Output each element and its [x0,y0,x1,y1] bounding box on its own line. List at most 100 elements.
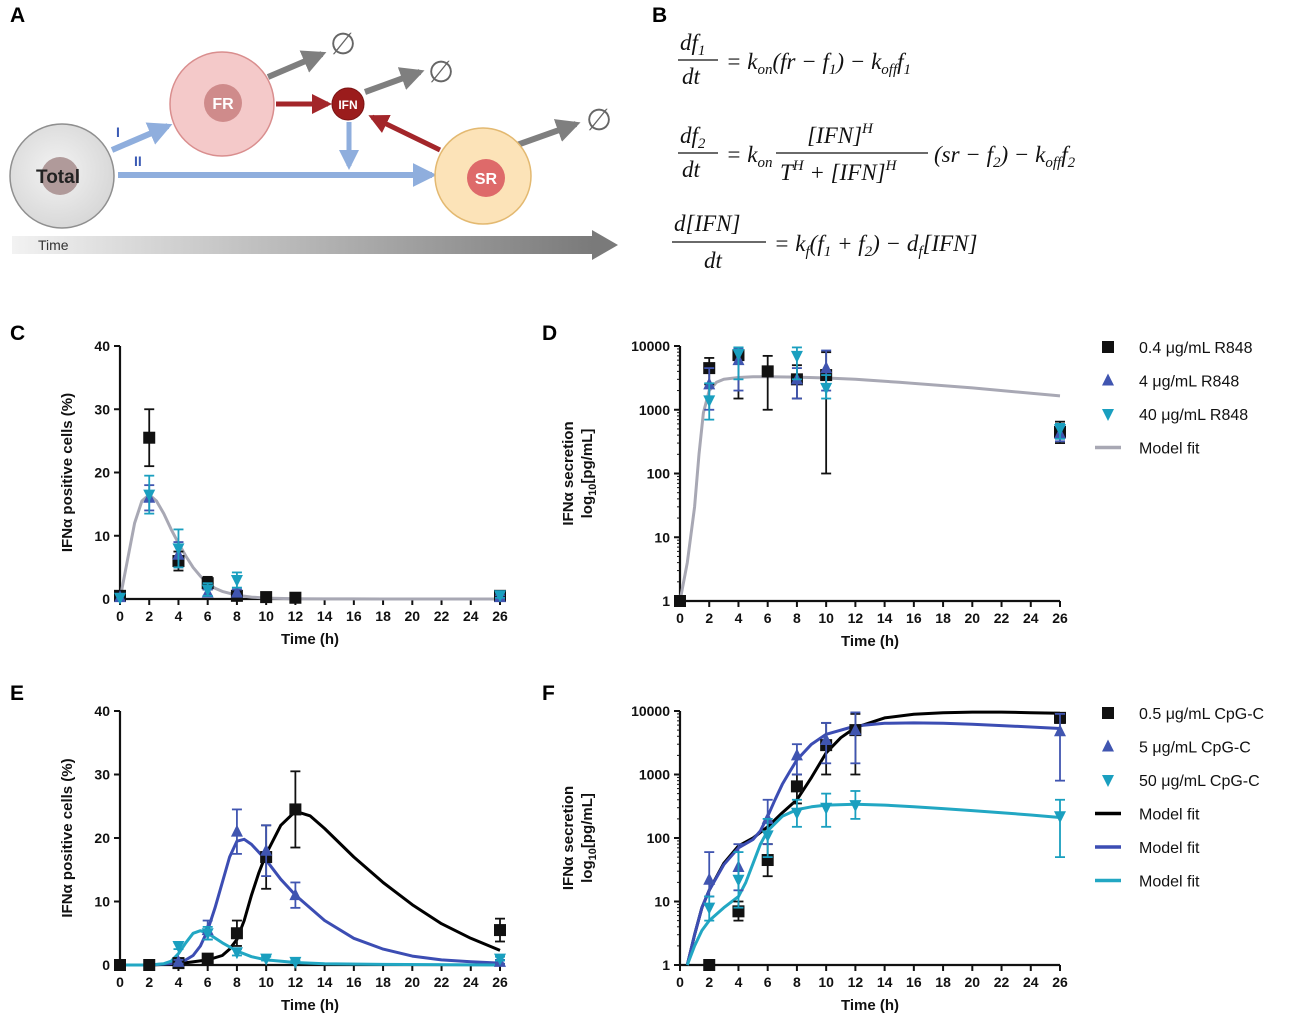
panel-letter-f: F [542,682,555,705]
eq3-term: 2 [865,244,873,260]
x-tick-label: 24 [463,974,479,990]
data-point [172,940,185,953]
model-fit-line [678,375,1061,602]
x-tick-label: 20 [965,974,981,990]
ifn-molecule [331,87,365,121]
data-point [201,952,214,965]
legend-label: Model fit [1139,441,1200,458]
y-tick-label: 40 [94,703,110,719]
panel-b-equations: df1 dt = kon(fr − f1) − kofff1 df2 dt = … [672,30,1076,273]
null-set-icon: ∅ [586,103,612,138]
data-point [761,365,774,378]
eq2-post: (sr − f [934,142,997,167]
x-tick-label: 12 [848,610,864,626]
eq2-frac-den-a-sup: H [792,158,805,174]
arrow-fr-degradation [266,50,327,80]
x-tick-label: 12 [288,608,304,624]
data-point [201,928,214,941]
x-tick-label: 22 [994,610,1010,626]
eq3-term: [IFN] [923,231,978,256]
sr-label: SR [475,171,498,188]
x-tick-label: 22 [434,974,450,990]
data-point [494,953,506,966]
x-tick-label: 14 [877,610,893,626]
x-tick-label: 16 [906,974,922,990]
data-point [114,592,126,605]
total-label: Total [36,167,80,188]
data-point [143,431,156,444]
x-tick-label: 12 [848,974,864,990]
x-tick-label: 6 [764,610,772,626]
data-point [289,888,302,901]
fr-label: FR [212,96,234,113]
data-point [820,382,833,395]
y-tick-label: 20 [94,465,110,481]
x-tick-label: 2 [145,974,153,990]
sr-cell-nucleus [467,159,505,197]
y-tick-label: 1 [662,593,670,609]
y-tick-label: 1 [662,957,670,973]
y-axis-title-line2: log10[pg/mL] [579,429,599,519]
model-fit-line [685,802,1061,966]
x-tick-label: 16 [346,608,362,624]
eq1-lhs-num: df [680,30,702,55]
time-arrow-head [592,230,618,260]
panel-a-diagram: Time I II ∅ ∅ ∅ Total FR IFN SR [9,27,618,260]
legend-marker [1102,373,1114,386]
eq3-term: = k [774,231,806,256]
eq2-frac-den-b: + [IFN] [804,160,886,185]
data-point [230,947,243,960]
time-arrow-bar [12,236,594,254]
data-point [732,348,745,361]
x-tick-label: 22 [994,974,1010,990]
arrow-ifn-degradation [363,67,425,95]
x-tick-label: 10 [818,974,834,990]
legend-label: 0.5 μg/mL CpG-C [1139,706,1264,723]
legend-label: Model fit [1139,840,1200,857]
eq3-lhs-num: d[IFN] [674,211,740,236]
eq2-lhs-num: df [680,123,702,148]
data-point [172,543,185,556]
data-point [289,803,302,816]
legend-label: 5 μg/mL CpG-C [1139,740,1251,757]
data-point [494,924,506,937]
model-fit-line [120,837,501,967]
y-axis-title: IFNα positive cells (%) [59,393,76,552]
data-point [820,361,833,374]
eq1-term: 1 [904,62,912,78]
data-point [1054,423,1066,436]
ifn-label: IFN [338,98,357,112]
legend-marker [1102,707,1114,719]
legend-marker [1102,341,1114,353]
y-tick-label: 0 [102,591,110,607]
arrow-sr-to-ifn [368,114,442,153]
fr-cell-nucleus [204,84,242,122]
data-point [114,959,126,971]
eq2-frac-den-b-sup: H [885,158,898,174]
x-tick-label: 2 [705,610,713,626]
data-point [732,874,745,887]
y-tick-label: 20 [94,830,110,846]
data-point [494,590,506,603]
data-point [703,902,716,915]
x-tick-label: 26 [492,608,508,624]
eq3-term: f [805,244,811,260]
x-tick-label: 2 [705,974,713,990]
eq2-post3-sub: 2 [1068,155,1076,171]
x-tick-label: 18 [375,608,391,624]
x-tick-label: 14 [877,974,893,990]
eq1-term: = k [726,49,758,74]
data-point [761,830,774,843]
x-tick-label: 24 [1023,974,1039,990]
legend-label: 4 μg/mL R848 [1139,374,1239,391]
x-tick-label: 6 [204,974,212,990]
legend-label: 40 μg/mL R848 [1139,407,1248,424]
eq3-term: 1 [824,244,832,260]
y-axis-title: IFNα positive cells (%) [59,758,76,917]
data-point [230,585,243,598]
x-tick-label: 16 [346,974,362,990]
x-tick-label: 26 [1052,610,1068,626]
y-tick-label: 10000 [631,338,670,354]
x-tick-label: 8 [793,610,801,626]
